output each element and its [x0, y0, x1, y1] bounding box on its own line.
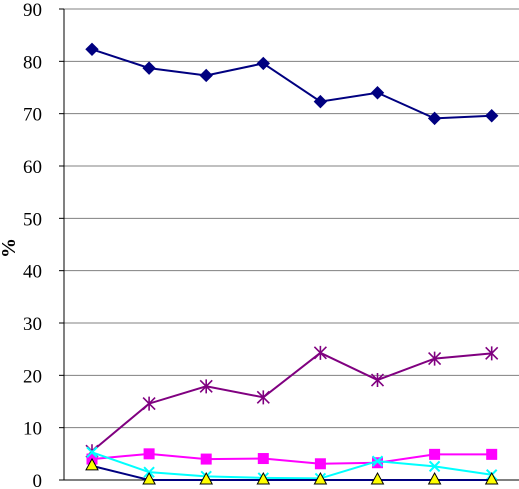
- data-point: [484, 109, 499, 123]
- y-tick-label: 80: [23, 52, 42, 73]
- series-1: [85, 42, 499, 126]
- y-tick-label: 50: [23, 209, 42, 230]
- series-line: [91, 464, 492, 481]
- y-tick-label: 0: [33, 471, 43, 489]
- data-point: [142, 61, 156, 75]
- data-point: [143, 448, 155, 460]
- series-line: [91, 48, 492, 120]
- data-point: [486, 448, 498, 460]
- data-point: [428, 351, 442, 366]
- data-point: [314, 458, 326, 470]
- data-point: [85, 42, 99, 57]
- data-point: [199, 471, 214, 485]
- y-tick-label: 40: [23, 262, 42, 283]
- data-point: [86, 446, 98, 458]
- y-tick-label: 20: [23, 366, 42, 387]
- data-point: [256, 471, 271, 485]
- y-tick-label: 10: [23, 419, 42, 440]
- series-line: [91, 452, 492, 465]
- series-2: [85, 345, 499, 459]
- series-group: [85, 42, 499, 485]
- y-tick-label: 70: [23, 105, 42, 126]
- series-line: [91, 351, 492, 452]
- y-tick-label: 30: [23, 314, 42, 335]
- series-5: [85, 457, 499, 485]
- data-point: [199, 379, 213, 394]
- data-point: [200, 453, 212, 465]
- data-point: [371, 455, 384, 467]
- y-tick-label: 60: [23, 157, 42, 178]
- data-point: [485, 346, 499, 361]
- data-point: [199, 68, 213, 83]
- data-point: [484, 471, 499, 485]
- y-axis-label: %: [0, 238, 20, 258]
- data-point: [85, 457, 99, 471]
- data-point: [313, 345, 327, 360]
- data-point: [313, 471, 328, 485]
- data-point: [370, 373, 385, 388]
- data-point: [427, 471, 442, 485]
- series-line: [91, 451, 492, 480]
- data-point: [142, 471, 156, 485]
- data-point: [256, 56, 271, 71]
- data-point: [313, 94, 328, 109]
- data-point: [256, 390, 270, 405]
- data-point: [257, 453, 269, 465]
- gridlines: [64, 8, 519, 481]
- data-point: [370, 86, 385, 100]
- data-point: [427, 111, 442, 126]
- y-tick-label: 90: [23, 0, 42, 21]
- data-point: [142, 396, 156, 411]
- y-axis-ticks: 0 10 20 30 40 50 60 70 80 90: [23, 0, 64, 489]
- data-point: [428, 460, 441, 473]
- data-point: [429, 448, 441, 460]
- data-point: [370, 471, 385, 485]
